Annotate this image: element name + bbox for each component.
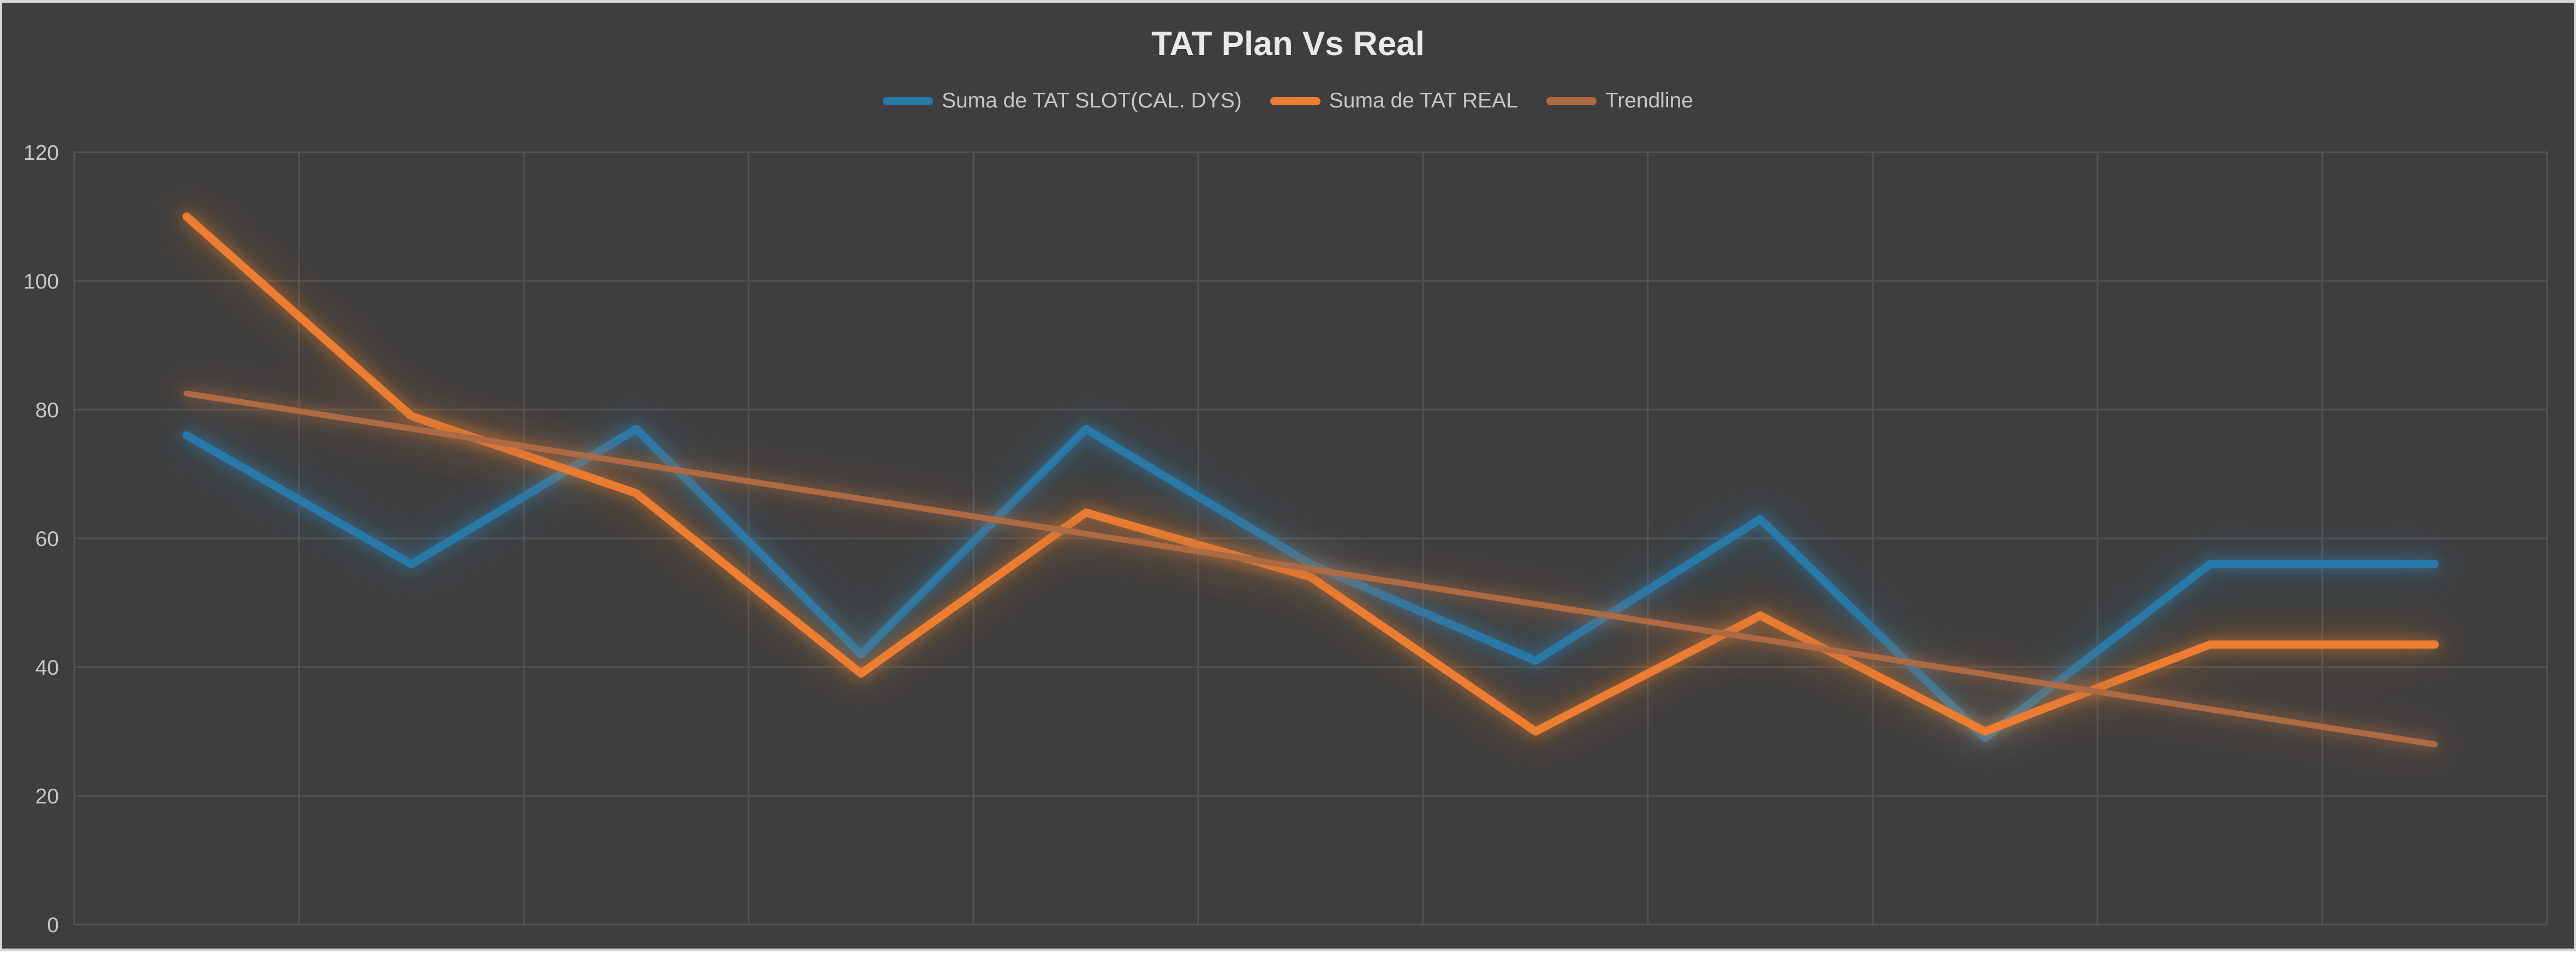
y-axis[interactable]: 120 100 80 60 40 20 0: [23, 141, 59, 937]
legend-item-trendline[interactable]: Trendline: [1546, 89, 1693, 113]
legend-item-tat-real[interactable]: Suma de TAT REAL: [1270, 89, 1518, 113]
series-line-trendline[interactable]: [183, 391, 2438, 748]
legend-label: Suma de TAT SLOT(CAL. DYS): [941, 89, 1242, 112]
y-axis-tick-label[interactable]: 40: [35, 656, 59, 680]
y-axis-tick-label[interactable]: 120: [23, 141, 59, 165]
data-series-group: [178, 208, 2443, 753]
y-axis-tick-label[interactable]: 20: [35, 785, 59, 808]
legend-label: Suma de TAT REAL: [1329, 89, 1518, 112]
legend-swatch-tat-real: [1270, 97, 1320, 105]
gridlines: [73, 151, 2548, 926]
legend-swatch-tat-slot: [882, 97, 933, 105]
legend-label: Trendline: [1605, 89, 1694, 112]
y-axis-tick-label[interactable]: 80: [35, 399, 59, 422]
y-axis-tick-label[interactable]: 100: [23, 270, 59, 293]
y-axis-tick-label[interactable]: 0: [47, 914, 59, 937]
y-axis-tick-label[interactable]: 60: [35, 527, 59, 551]
chart-legend: Suma de TAT SLOT(CAL. DYS) Suma de TAT RE…: [2, 89, 2574, 113]
chart-title[interactable]: TAT Plan Vs Real: [1151, 25, 1425, 63]
legend-item-tat-slot[interactable]: Suma de TAT SLOT(CAL. DYS): [882, 89, 1242, 113]
legend-swatch-trendline: [1546, 97, 1597, 105]
plot-area[interactable]: 120 100 80 60 40 20 0: [2, 3, 2576, 954]
